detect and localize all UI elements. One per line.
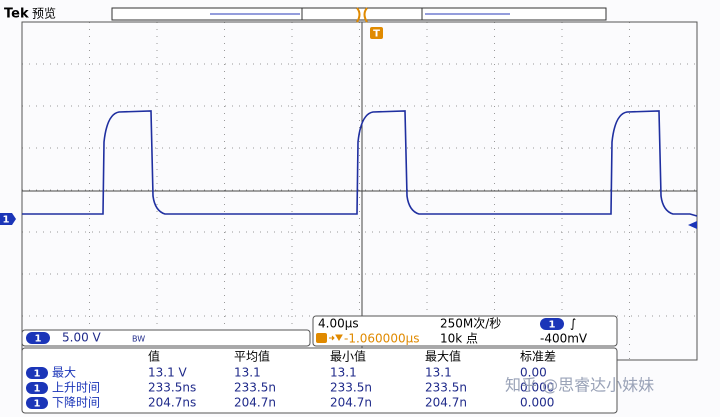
trigger-channel-pill — [540, 318, 564, 330]
sample-rate: 250M次/秒 — [440, 317, 501, 331]
measurement-value: 0.00 — [520, 366, 547, 380]
column-header: 最大值 — [425, 349, 461, 364]
row-channel: 1 — [34, 399, 41, 410]
bandwidth-limit: BW — [132, 335, 145, 344]
channel-pill-label: 1 — [35, 334, 42, 345]
measurement-value: 13.1 — [234, 366, 261, 380]
trigger-level-marker — [688, 221, 697, 229]
column-header: 平均值 — [234, 349, 270, 364]
row-channel: 1 — [34, 369, 41, 380]
trigger-marker-label: T — [373, 29, 380, 40]
measurement-value: 204.7n — [330, 396, 372, 410]
row-channel: 1 — [34, 384, 41, 395]
trigger-position: -1.060000μs — [344, 332, 419, 346]
brand: Tek — [4, 7, 29, 22]
watermark: 知乎 @思睿达小妹妹 — [505, 376, 654, 395]
column-header: 值 — [148, 349, 160, 364]
measurement-value: 233.5n — [234, 381, 276, 395]
record-length: 10k 点 — [440, 332, 478, 346]
channel-marker — [0, 213, 16, 225]
measurement-name: 下降时间 — [52, 396, 100, 410]
channel-pill — [26, 397, 48, 409]
channel-pill — [26, 382, 48, 394]
trigger-marker — [370, 27, 383, 39]
trigger-slope: ∫ — [570, 317, 576, 331]
measurement-value: 13.1 — [330, 366, 357, 380]
channel-marker-label: 1 — [3, 215, 10, 226]
measurement-value: 13.1 V — [148, 366, 188, 380]
measurement-value: 233.5n — [425, 381, 467, 395]
measurement-name: 上升时间 — [52, 381, 100, 395]
measurement-value: 13.1 — [425, 366, 452, 380]
graticule — [21, 21, 698, 361]
trigger-point — [356, 7, 368, 23]
channel-panel — [21, 329, 311, 347]
channel-pill — [26, 332, 50, 344]
column-header: 标准差 — [520, 350, 556, 364]
column-header: 最小值 — [330, 349, 366, 364]
trigger-level: -400mV — [540, 332, 588, 346]
waveform-trace — [22, 110, 698, 217]
view-window — [301, 7, 423, 21]
channel-pill — [26, 367, 48, 379]
measurement-value: 233.5n — [330, 381, 372, 395]
measurement-panel — [21, 347, 618, 414]
trigger-channel: 1 — [549, 320, 556, 331]
measurement-name: 最大 — [52, 366, 76, 380]
measurement-value: 204.7ns — [148, 396, 196, 410]
measurement-table: 值 平均值 最小值 最大值 标准差 1 最大 13.1 V 13.1 13.1 13.1 0.00 1 上… — [26, 349, 556, 410]
trigger-position-icon — [316, 333, 327, 343]
trigger-position-arrow — [329, 334, 343, 341]
measurement-value: 204.7n — [234, 396, 276, 410]
mode: 预览 — [32, 6, 56, 21]
vertical-scale: 5.00 V — [62, 331, 102, 345]
measurement-value: 0.000 — [520, 381, 554, 395]
measurement-value: 204.7n — [425, 396, 467, 410]
measurement-value: 0.000 — [520, 396, 554, 410]
time-per-div: 4.00μs — [318, 317, 359, 331]
measurement-value: 233.5ns — [148, 381, 196, 395]
